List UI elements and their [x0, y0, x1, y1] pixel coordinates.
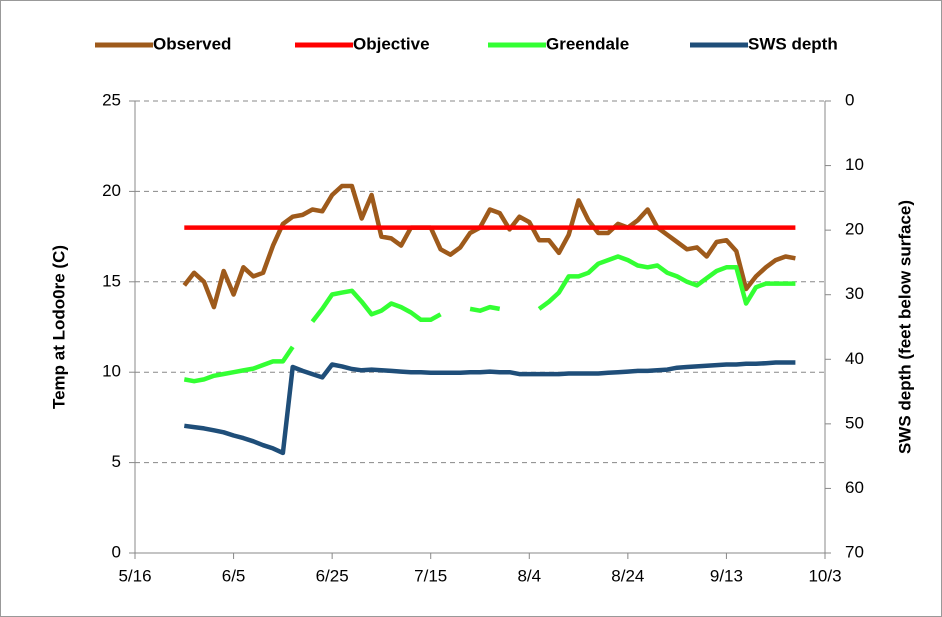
y2-tick-label: 20 [845, 220, 864, 239]
y2-tick-label: 60 [845, 478, 864, 497]
y2-tick-label: 10 [845, 155, 864, 174]
x-tick-label: 6/5 [222, 566, 246, 585]
y-tick-label: 10 [102, 362, 121, 381]
y-axis-title: Temp at Lodo0re (C) [49, 245, 68, 409]
series-line [183, 254, 796, 384]
y2-tick-label: 0 [845, 90, 854, 109]
series-line [184, 360, 796, 456]
y-tick-label: 0 [112, 542, 121, 561]
y-tick-label: 25 [102, 90, 121, 109]
y2-axis-title: SWS depth (feet below surface) [895, 200, 914, 454]
series-line [182, 183, 796, 310]
x-tick-label: 5/16 [118, 566, 151, 585]
legend-label: SWS depth [748, 34, 838, 53]
x-tick-label: 8/24 [611, 566, 644, 585]
y2-tick-label: 40 [845, 349, 864, 368]
y2-tick-label: 30 [845, 284, 864, 303]
x-tick-label: 6/25 [316, 566, 349, 585]
x-tick-label: 8/4 [517, 566, 541, 585]
legend-label: Observed [153, 34, 231, 53]
x-tick-label: 7/15 [414, 566, 447, 585]
legend-label: Objective [353, 34, 430, 53]
x-tick-label: 10/3 [808, 566, 841, 585]
x-tick-label: 9/13 [710, 566, 743, 585]
y-tick-label: 20 [102, 181, 121, 200]
y-tick-label: 15 [102, 271, 121, 290]
y2-tick-label: 50 [845, 413, 864, 432]
legend-label: Greendale [546, 34, 629, 53]
y2-tick-label: 70 [845, 542, 864, 561]
y-tick-label: 5 [112, 452, 121, 471]
